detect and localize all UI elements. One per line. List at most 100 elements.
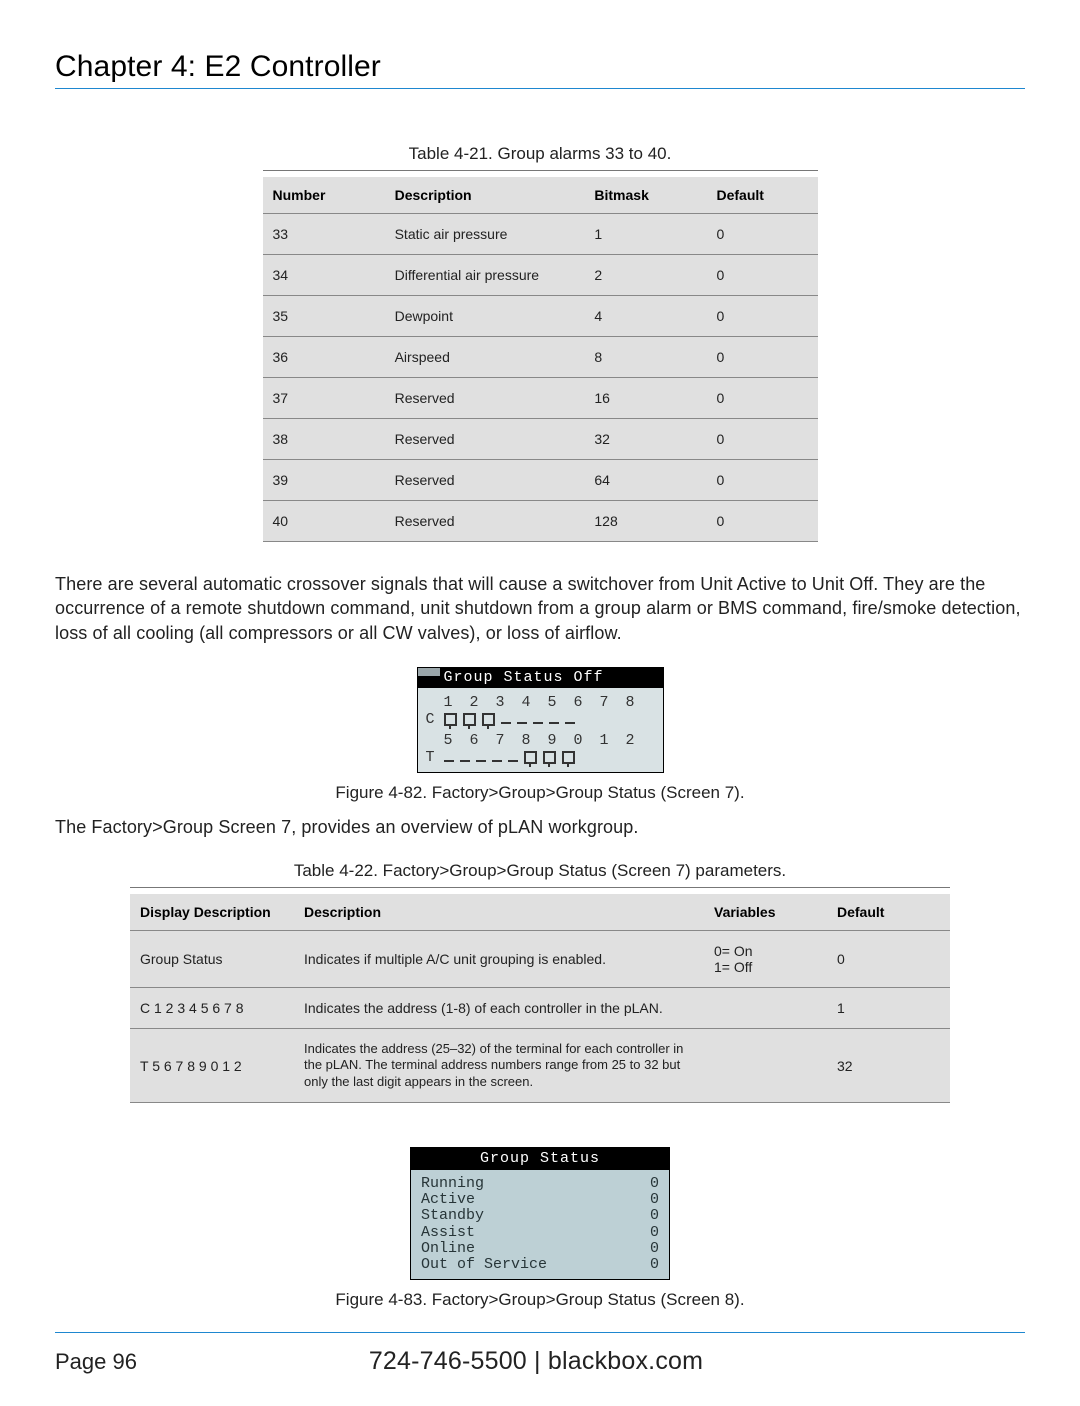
- cell: 39: [263, 460, 385, 501]
- table-row: 40Reserved1280: [263, 501, 818, 542]
- cell: [704, 1029, 827, 1103]
- lcd2-row-value: 0: [650, 1225, 659, 1241]
- cell: 4: [584, 296, 706, 337]
- dash-icon: [476, 751, 486, 762]
- dash-icon: [533, 713, 543, 724]
- cell: 32: [827, 1029, 950, 1103]
- cell: 0= On 1= Off: [704, 931, 827, 988]
- cell: 0: [706, 460, 817, 501]
- cell: Airspeed: [385, 337, 585, 378]
- cell: 37: [263, 378, 385, 419]
- cell: [704, 988, 827, 1029]
- lcd2-row-label: Online: [421, 1241, 475, 1257]
- table-row: C 1 2 3 4 5 6 7 8 Indicates the address …: [130, 988, 950, 1029]
- lcd-screen-8: Group Status Running0Active0Standby0Assi…: [410, 1147, 670, 1280]
- cell: 35: [263, 296, 385, 337]
- lcd-row1-label: C: [426, 711, 444, 728]
- cell: 8: [584, 337, 706, 378]
- cell: 0: [706, 337, 817, 378]
- col-default: Default: [827, 894, 950, 931]
- footer-phone: 724-746-5500: [369, 1347, 527, 1375]
- lcd-screen-7: Group Status Off 1 2 3 4 5 6 7 8 C 5 6 7…: [417, 667, 664, 773]
- lcd-row1-numbers: 1 2 3 4 5 6 7 8: [444, 694, 655, 711]
- dash-icon: [460, 751, 470, 762]
- lcd2-row: Running0: [421, 1176, 659, 1192]
- cell: 0: [827, 931, 950, 988]
- cell: 0: [706, 296, 817, 337]
- table-row: Group Status Indicates if multiple A/C u…: [130, 931, 950, 988]
- table-row: 33Static air pressure10: [263, 214, 818, 255]
- table-row: 38Reserved320: [263, 419, 818, 460]
- cell: Differential air pressure: [385, 255, 585, 296]
- cell: 0: [706, 419, 817, 460]
- paragraph-1: There are several automatic crossover si…: [55, 572, 1025, 645]
- cell: 33: [263, 214, 385, 255]
- cell-line2: 1= Off: [714, 959, 817, 975]
- cell: Dewpoint: [385, 296, 585, 337]
- cell: Static air pressure: [385, 214, 585, 255]
- cell: 16: [584, 378, 706, 419]
- cell: 1: [584, 214, 706, 255]
- cell: Reserved: [385, 460, 585, 501]
- table-header-row: Number Description Bitmask Default: [263, 177, 818, 214]
- footer-site: blackbox.com: [548, 1347, 703, 1375]
- table-header-row: Display Description Description Variable…: [130, 894, 950, 931]
- cell: 38: [263, 419, 385, 460]
- lcd-row1: C: [426, 711, 655, 728]
- dash-icon: [508, 751, 518, 762]
- col-description: Description: [294, 894, 704, 931]
- chapter-title: Chapter 4: E2 Controller: [55, 50, 1025, 89]
- cell-line1: 0= On: [714, 943, 817, 959]
- table-4-21-wrap: Table 4-21. Group alarms 33 to 40. Numbe…: [263, 144, 818, 542]
- lcd2-row-label: Active: [421, 1192, 475, 1208]
- terminal-icon: [524, 751, 537, 764]
- cell: 34: [263, 255, 385, 296]
- table-4-22-wrap: Table 4-22. Factory>Group>Group Status (…: [130, 861, 950, 1103]
- figure-4-83-caption: Figure 4-83. Factory>Group>Group Status …: [55, 1290, 1025, 1310]
- col-variables: Variables: [704, 894, 827, 931]
- footer-center: 724-746-5500 | blackbox.com: [137, 1347, 935, 1376]
- lcd2-row: Active0: [421, 1192, 659, 1208]
- lcd2-row-label: Running: [421, 1176, 484, 1192]
- table-4-22: Display Description Description Variable…: [130, 894, 950, 1103]
- lcd-title: Group Status Off: [444, 669, 604, 686]
- lcd2-row-label: Standby: [421, 1208, 484, 1224]
- lcd-row2-flags: [444, 751, 575, 764]
- col-default: Default: [706, 177, 817, 214]
- cell: 0: [706, 255, 817, 296]
- cell: Indicates if multiple A/C unit grouping …: [294, 931, 704, 988]
- lcd-row2-label: T: [426, 749, 444, 766]
- lcd2-row: Out of Service0: [421, 1257, 659, 1273]
- paragraph-2: The Factory>Group Screen 7, provides an …: [55, 815, 1025, 839]
- lcd-tab-icon: [418, 668, 440, 676]
- cell: C 1 2 3 4 5 6 7 8: [130, 988, 294, 1029]
- cell: 40: [263, 501, 385, 542]
- lcd2-row: Online 0: [421, 1241, 659, 1257]
- lcd-row2: T: [426, 749, 655, 766]
- table-row: T 5 6 7 8 9 0 1 2 Indicates the address …: [130, 1029, 950, 1103]
- cell: T 5 6 7 8 9 0 1 2: [130, 1029, 294, 1103]
- dash-icon: [517, 713, 527, 724]
- cell: Reserved: [385, 419, 585, 460]
- cell: Group Status: [130, 931, 294, 988]
- lcd2-row: Standby0: [421, 1208, 659, 1224]
- col-bitmask: Bitmask: [584, 177, 706, 214]
- footer-sep: |: [527, 1347, 548, 1375]
- table-4-21-caption: Table 4-21. Group alarms 33 to 40.: [263, 144, 818, 171]
- cell: 36: [263, 337, 385, 378]
- dash-icon: [549, 713, 559, 724]
- lcd2-row-label: Assist: [421, 1225, 475, 1241]
- lcd-body: 1 2 3 4 5 6 7 8 C 5 6 7 8 9 0 1 2 T: [418, 688, 663, 772]
- lcd2-row-value: 0: [650, 1241, 659, 1257]
- cell: Reserved: [385, 501, 585, 542]
- cell: 64: [584, 460, 706, 501]
- cell: 1: [827, 988, 950, 1029]
- table-4-21: Number Description Bitmask Default 33Sta…: [263, 177, 818, 542]
- lcd-row1-flags: [444, 713, 575, 726]
- table-row: 37Reserved160: [263, 378, 818, 419]
- page-footer: Page 96 724-746-5500 | blackbox.com: [55, 1332, 1025, 1376]
- dash-icon: [444, 751, 454, 762]
- cell: 32: [584, 419, 706, 460]
- col-number: Number: [263, 177, 385, 214]
- col-description: Description: [385, 177, 585, 214]
